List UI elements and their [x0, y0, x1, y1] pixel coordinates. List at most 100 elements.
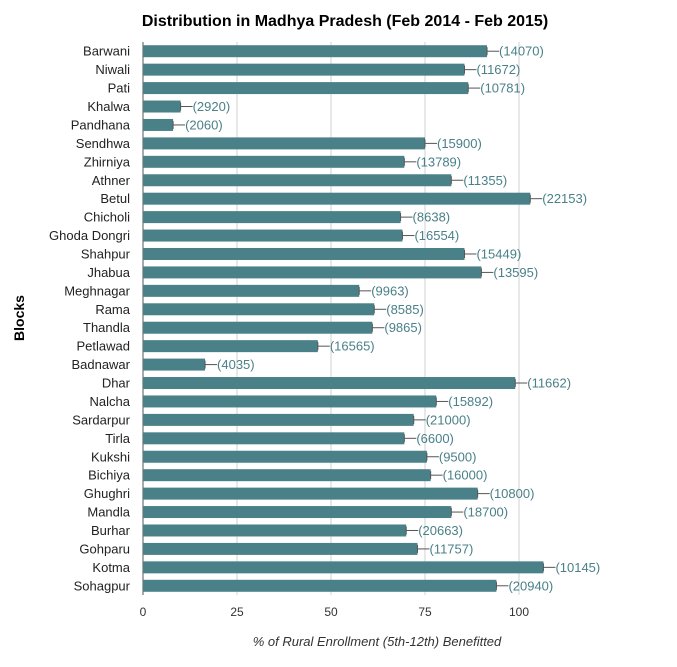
- data-label: (14070): [499, 44, 544, 59]
- category-label: Mandla: [87, 505, 130, 520]
- category-label: Dhar: [102, 376, 131, 391]
- category-label: Petlawad: [77, 339, 130, 354]
- bar: [143, 450, 427, 463]
- category-label: Kotma: [92, 560, 130, 575]
- category-label: Ghoda Dongri: [49, 228, 130, 243]
- category-label: Sohagpur: [74, 578, 131, 593]
- data-label: (4035): [217, 357, 255, 372]
- category-label: Sendhwa: [76, 136, 131, 151]
- category-label: Ghughri: [84, 486, 130, 501]
- y-axis-title: Blocks: [11, 295, 27, 341]
- category-label: Thandla: [83, 320, 131, 335]
- data-labels: (14070) (11672) (10781) (2920) (2060) (15900)…: [172, 44, 600, 593]
- category-label: Meghnagar: [64, 283, 130, 298]
- data-label: (15900): [437, 136, 482, 151]
- x-tick-label: 100: [509, 605, 529, 619]
- bar: [143, 395, 437, 408]
- category-label: Badnawar: [71, 357, 130, 372]
- bar: [143, 542, 418, 555]
- bar: [143, 229, 403, 242]
- bars-group: [143, 45, 544, 592]
- x-tick-labels: 0 25 50 75 100: [140, 605, 530, 619]
- x-tick-label: 50: [324, 605, 338, 619]
- data-label: (20940): [508, 578, 553, 593]
- bar: [143, 413, 414, 426]
- bar: [143, 303, 375, 316]
- data-label: (10800): [490, 486, 535, 501]
- data-label: (11662): [527, 376, 571, 391]
- data-label: (6600): [416, 431, 454, 446]
- category-label: Burhar: [91, 523, 131, 538]
- data-label: (10781): [480, 81, 525, 96]
- data-label: (15449): [476, 246, 521, 261]
- category-label: Jhabua: [87, 265, 130, 280]
- data-label: (9500): [439, 449, 477, 464]
- category-label: Tirla: [105, 431, 131, 446]
- x-tick-label: 0: [140, 605, 147, 619]
- bar: [143, 174, 452, 187]
- data-label: (11757): [429, 541, 473, 556]
- bar: [143, 377, 516, 390]
- data-label: (21000): [426, 412, 471, 427]
- category-label: Zhirniya: [84, 154, 131, 169]
- category-label: Rama: [95, 302, 130, 317]
- bar: [143, 432, 405, 445]
- category-label: Pati: [108, 81, 131, 96]
- data-label: (16000): [443, 468, 488, 483]
- data-label: (13595): [493, 265, 538, 280]
- category-label: Betul: [100, 191, 130, 206]
- bar: [143, 524, 407, 537]
- bar: [143, 358, 206, 371]
- data-label: (13789): [416, 154, 461, 169]
- category-labels: Barwani Niwali Pati Khalwa Pandhana Sendhwa Zh…: [49, 44, 131, 594]
- data-label: (2920): [193, 99, 231, 114]
- gridlines: [142, 42, 520, 595]
- x-tick-label: 25: [230, 605, 244, 619]
- chart-title: Distribution in Madhya Pradesh (Feb 2014…: [142, 13, 548, 30]
- bar: [143, 63, 465, 76]
- bar: [143, 487, 478, 500]
- data-label: (16554): [414, 228, 459, 243]
- category-label: Kukshi: [91, 449, 130, 464]
- x-tick-label: 75: [418, 605, 432, 619]
- bar: [143, 247, 465, 260]
- category-label: Chicholi: [84, 210, 130, 225]
- category-label: Niwali: [95, 62, 130, 77]
- data-label: (2060): [185, 117, 223, 132]
- data-label: (22153): [542, 191, 587, 206]
- data-label: (20663): [418, 523, 463, 538]
- data-label: (9963): [371, 283, 409, 298]
- bar: [143, 45, 488, 58]
- category-label: Bichiya: [88, 468, 131, 483]
- bar: [143, 284, 360, 297]
- bar: [143, 266, 482, 279]
- category-label: Nalcha: [90, 394, 131, 409]
- data-label: (8585): [386, 302, 424, 317]
- bar: [143, 137, 425, 150]
- data-label: (10145): [555, 560, 600, 575]
- bar: [143, 579, 497, 592]
- category-label: Khalwa: [87, 99, 130, 114]
- bar: [143, 118, 174, 131]
- bar: [143, 321, 373, 334]
- category-label: Shahpur: [81, 246, 131, 261]
- category-label: Sardarpur: [72, 412, 130, 427]
- data-label: (8638): [413, 210, 451, 225]
- bar: [143, 506, 452, 519]
- bar: [143, 155, 405, 168]
- data-label: (11355): [463, 173, 507, 188]
- category-label: Athner: [92, 173, 131, 188]
- data-label: (16565): [330, 339, 375, 354]
- category-label: Pandhana: [71, 117, 131, 132]
- bar: [143, 211, 401, 224]
- category-label: Barwani: [83, 44, 130, 59]
- bar: [143, 82, 469, 95]
- data-label: (11672): [476, 62, 520, 77]
- data-label: (18700): [463, 505, 508, 520]
- bar: [143, 192, 531, 205]
- data-label: (9865): [384, 320, 422, 335]
- category-label: Gohparu: [79, 541, 130, 556]
- bar: [143, 561, 544, 574]
